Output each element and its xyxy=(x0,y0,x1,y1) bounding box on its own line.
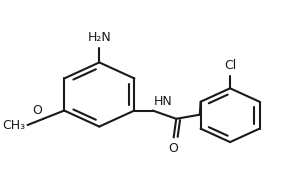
Text: Cl: Cl xyxy=(224,59,236,72)
Text: CH₃: CH₃ xyxy=(2,119,25,132)
Text: HN: HN xyxy=(154,95,173,108)
Text: O: O xyxy=(169,142,179,155)
Text: H₂N: H₂N xyxy=(88,31,111,44)
Text: O: O xyxy=(32,104,42,117)
